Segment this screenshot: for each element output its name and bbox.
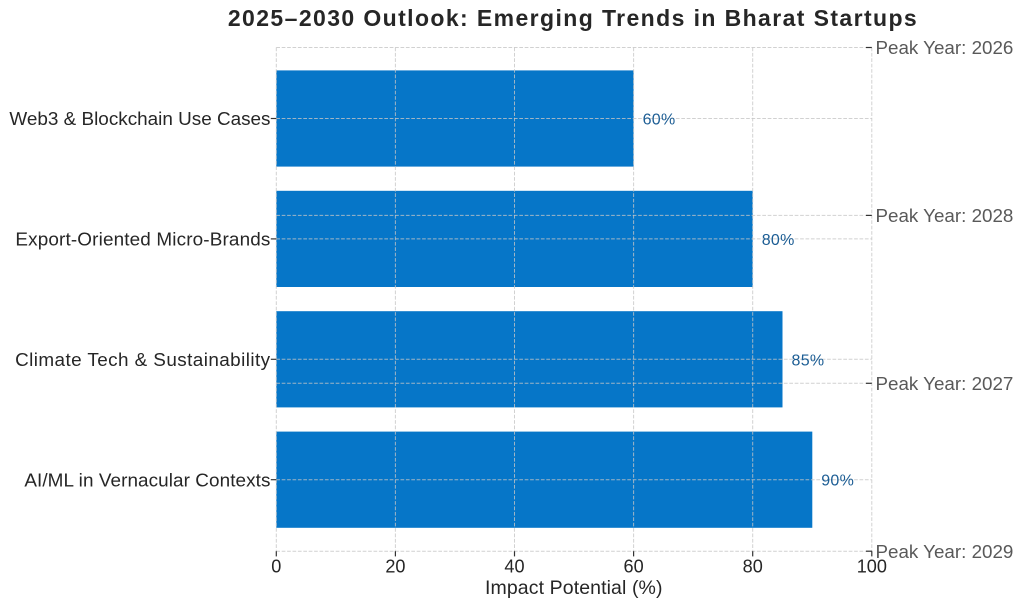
svg-text:2025–2030 Outlook: Emerging Tr: 2025–2030 Outlook: Emerging Trends in Bh… bbox=[228, 5, 918, 31]
svg-text:0: 0 bbox=[271, 557, 281, 577]
svg-text:AI/ML in Vernacular Contexts: AI/ML in Vernacular Contexts bbox=[24, 470, 270, 491]
svg-text:Web3 & Blockchain Use Cases: Web3 & Blockchain Use Cases bbox=[9, 109, 270, 130]
svg-text:Climate Tech & Sustainability: Climate Tech & Sustainability bbox=[15, 350, 271, 371]
svg-text:Peak Year: 2028: Peak Year: 2028 bbox=[876, 205, 1014, 226]
svg-text:Peak Year: 2029: Peak Year: 2029 bbox=[876, 541, 1014, 562]
svg-text:60: 60 bbox=[624, 557, 644, 577]
svg-text:Export-Oriented Micro-Brands: Export-Oriented Micro-Brands bbox=[15, 230, 270, 251]
svg-text:40: 40 bbox=[504, 557, 524, 577]
svg-text:60%: 60% bbox=[643, 112, 676, 129]
svg-text:90%: 90% bbox=[821, 473, 854, 490]
svg-text:20: 20 bbox=[385, 557, 405, 577]
svg-text:Peak Year: 2026: Peak Year: 2026 bbox=[876, 37, 1014, 58]
svg-text:80: 80 bbox=[743, 557, 763, 577]
svg-text:80%: 80% bbox=[762, 232, 795, 249]
svg-text:85%: 85% bbox=[792, 352, 825, 369]
svg-text:Peak Year: 2027: Peak Year: 2027 bbox=[876, 373, 1014, 394]
svg-text:Impact Potential (%): Impact Potential (%) bbox=[485, 577, 663, 599]
svg-text:100: 100 bbox=[857, 557, 887, 577]
